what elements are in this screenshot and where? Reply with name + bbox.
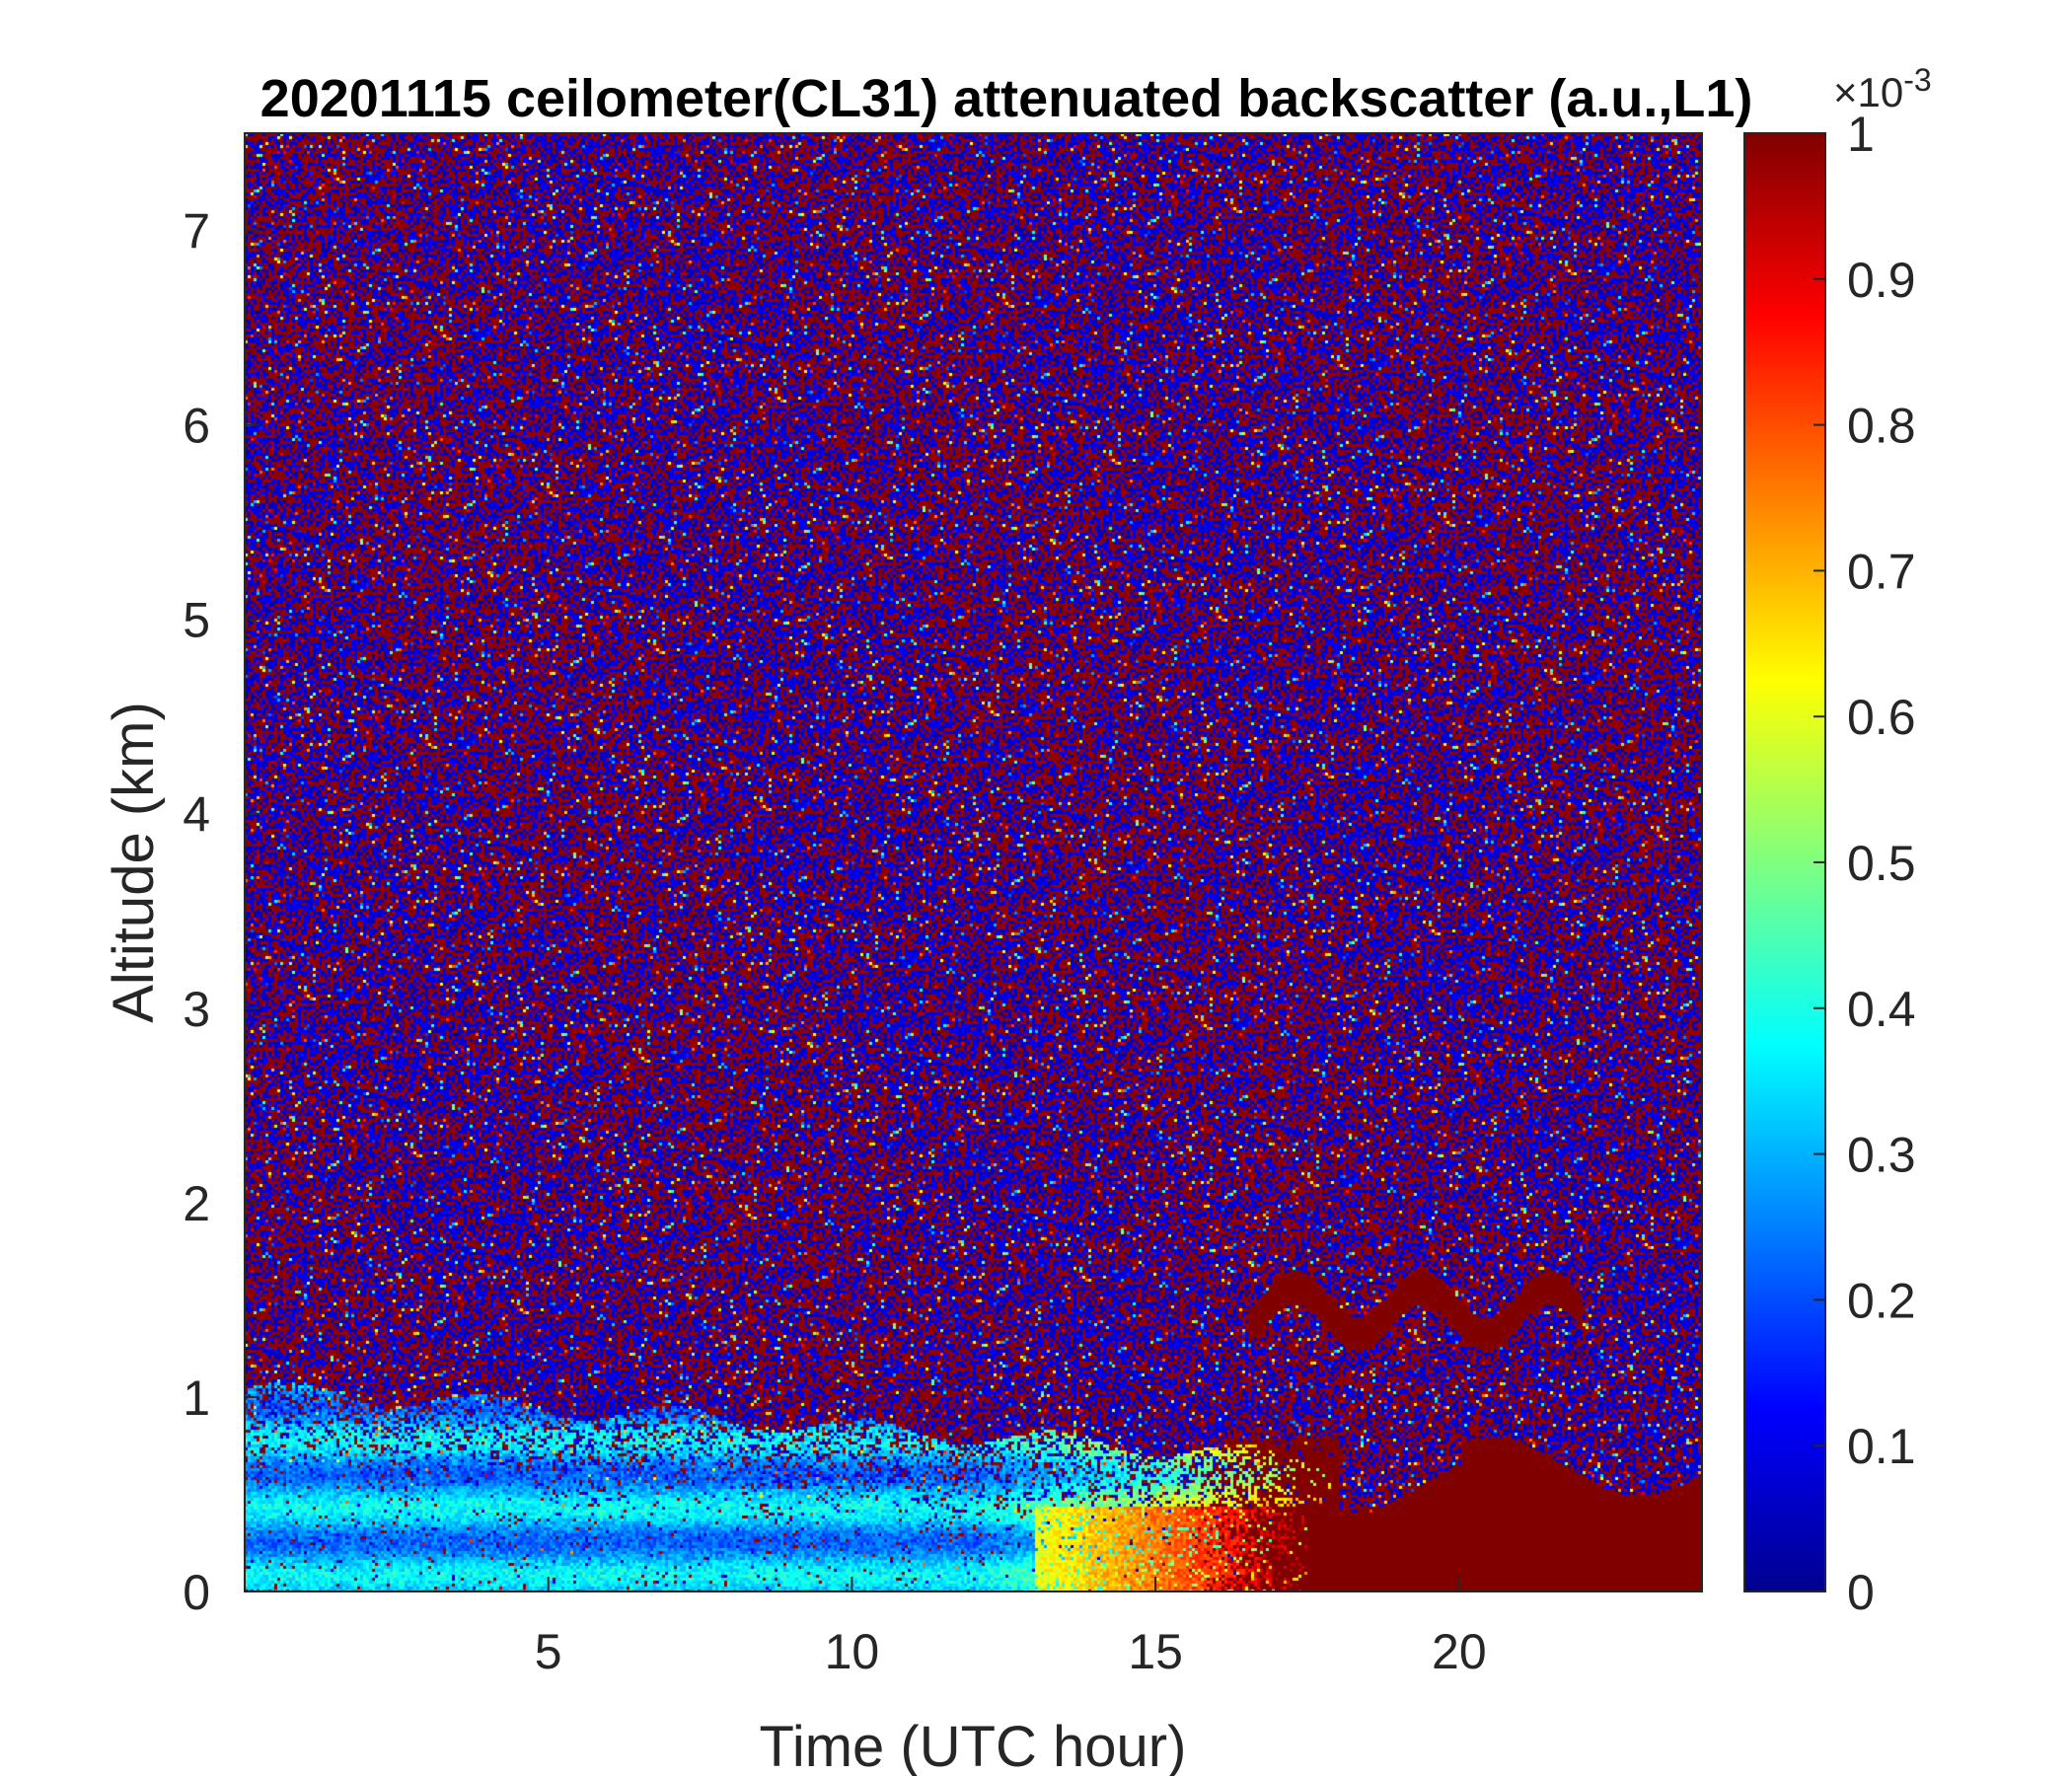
colorbar-tick-label-0: 0 <box>1847 1565 1875 1620</box>
chart-title: 20201115 ceilometer(CL31) attenuated bac… <box>260 69 1753 128</box>
colorbar-tick-label-0.1: 0.1 <box>1847 1419 1916 1474</box>
plot-area: 5 10 15 20 0 1 2 3 4 5 6 7 <box>183 132 1703 1679</box>
colorbar-gradient <box>1743 132 1826 1592</box>
y-tick-label-2: 2 <box>183 1176 210 1231</box>
x-axis-label: Time (UTC hour) <box>760 1715 1187 1776</box>
y-tick-label-7: 7 <box>183 204 210 259</box>
y-tick-label-4: 4 <box>183 787 210 843</box>
colorbar-tick-label-0.3: 0.3 <box>1847 1128 1916 1183</box>
y-axis: 0 1 2 3 4 5 6 7 <box>183 204 259 1620</box>
x-tick-label-5: 5 <box>535 1624 562 1679</box>
colorbar-multiplier: ×10 <box>1833 69 1903 115</box>
y-tick-label-3: 3 <box>183 982 210 1037</box>
colorbar-exponent: ×10-3 <box>1833 62 1932 115</box>
colorbar-tick-label-0.7: 0.7 <box>1847 544 1916 599</box>
colorbar-ticks: 0 0.1 0.2 0.3 0.4 0.5 0.6 0.7 0.8 0.9 1 <box>1813 107 1916 1620</box>
x-tick-label-10: 10 <box>825 1624 880 1679</box>
colorbar-exponent-power: -3 <box>1903 62 1931 98</box>
y-axis-label: Altitude (km) <box>102 702 166 1023</box>
heatmap <box>245 133 1702 1591</box>
plot-frame <box>244 132 1703 1592</box>
y-tick-label-5: 5 <box>183 593 210 648</box>
x-axis: 5 10 15 20 <box>535 1577 1487 1679</box>
colorbar-tick-label-0.9: 0.9 <box>1847 253 1916 308</box>
x-tick-label-15: 15 <box>1128 1624 1183 1679</box>
colorbar: 0 0.1 0.2 0.3 0.4 0.5 0.6 0.7 0.8 0.9 1 ×10-3 <box>1743 62 1932 1620</box>
y-tick-label-1: 1 <box>183 1370 210 1426</box>
y-tick-label-0: 0 <box>183 1565 210 1620</box>
x-tick-label-20: 20 <box>1432 1624 1487 1679</box>
colorbar-tick-label-0.2: 0.2 <box>1847 1273 1916 1328</box>
colorbar-tick-label-0.5: 0.5 <box>1847 836 1916 891</box>
colorbar-tick-label-1: 1 <box>1847 107 1875 162</box>
colorbar-tick-label-0.6: 0.6 <box>1847 690 1916 745</box>
y-tick-label-6: 6 <box>183 399 210 454</box>
colorbar-tick-label-0.4: 0.4 <box>1847 982 1916 1037</box>
colorbar-tick-label-0.8: 0.8 <box>1847 399 1916 454</box>
